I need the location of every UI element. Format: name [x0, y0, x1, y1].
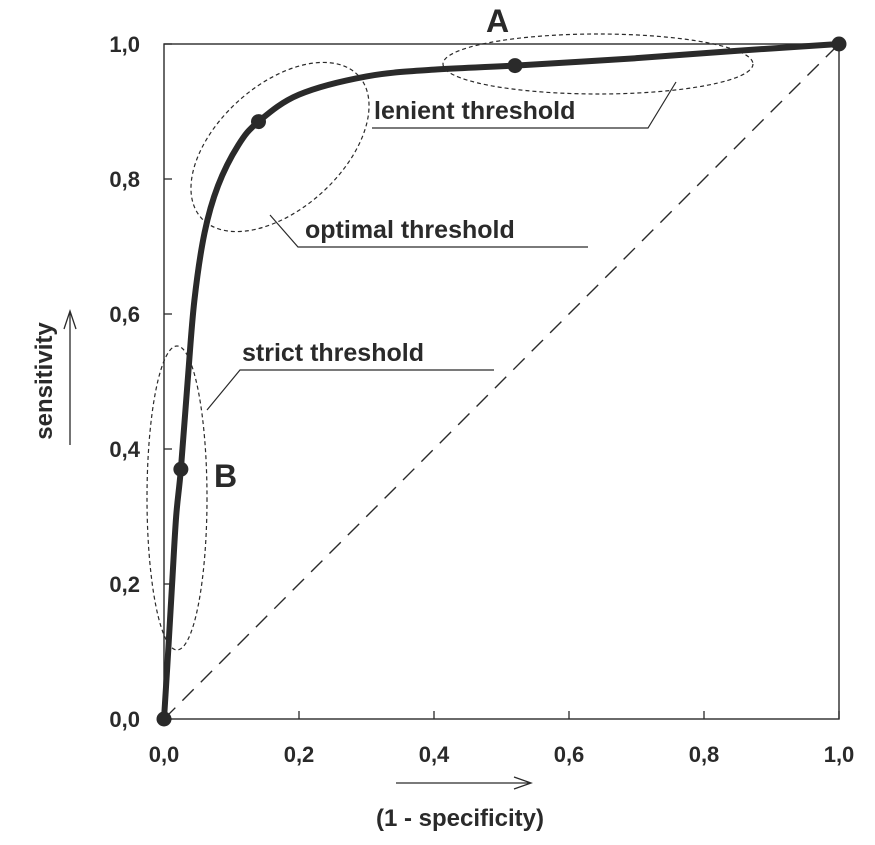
- plot-frame: [163, 43, 840, 720]
- y-tick-label: 0,0: [109, 707, 140, 732]
- axis-ticks: 0,0 0,2 0,4 0,6 0,8 1,0 0,0 0,2 0,4 0,6 0,8 1,0: [109, 32, 854, 767]
- reference-diagonal: [163, 43, 840, 720]
- y-tick-label: 1,0: [109, 32, 140, 57]
- roc-curve: [161, 41, 842, 722]
- optimal-region-ellipse: [190, 61, 370, 233]
- y-tick-label: 0,8: [109, 167, 140, 192]
- lenient-leader-line: [372, 81, 677, 129]
- x-axis-arrow: [396, 776, 533, 790]
- y-axis-label: sensitivity: [31, 322, 58, 440]
- y-axis-arrow: [63, 308, 77, 445]
- curve-markers: [156, 36, 847, 727]
- curve-point: [156, 711, 172, 727]
- strict-threshold-label: strict threshold: [242, 339, 424, 367]
- optimal-leader-line: [269, 214, 588, 248]
- x-tick-label: 0,0: [149, 742, 180, 767]
- x-tick-label: 0,8: [689, 742, 720, 767]
- x-tick-label: 0,2: [284, 742, 315, 767]
- x-tick-label: 0,4: [419, 742, 450, 767]
- curve-point: [251, 114, 266, 130]
- point-label-b: B: [214, 458, 237, 494]
- y-tick-label: 0,4: [109, 437, 140, 462]
- curve-point: [831, 36, 847, 52]
- x-tick-label: 0,6: [554, 742, 585, 767]
- strict-region-ellipse: [146, 345, 208, 651]
- strict-leader-line: [206, 369, 494, 411]
- curve-point: [173, 461, 189, 477]
- y-tick-label: 0,6: [109, 302, 140, 327]
- x-tick-label: 1,0: [824, 742, 855, 767]
- lenient-region-ellipse: [442, 33, 754, 95]
- x-axis-label: (1 - specificity): [376, 805, 544, 832]
- point-label-a: A: [486, 3, 509, 39]
- chance-line: [163, 43, 840, 720]
- roc-curve-line: [161, 41, 842, 722]
- lenient-threshold-label: lenient threshold: [374, 97, 575, 125]
- optimal-threshold-label: optimal threshold: [305, 216, 515, 244]
- curve-point: [507, 58, 523, 74]
- y-tick-label: 0,2: [109, 572, 140, 597]
